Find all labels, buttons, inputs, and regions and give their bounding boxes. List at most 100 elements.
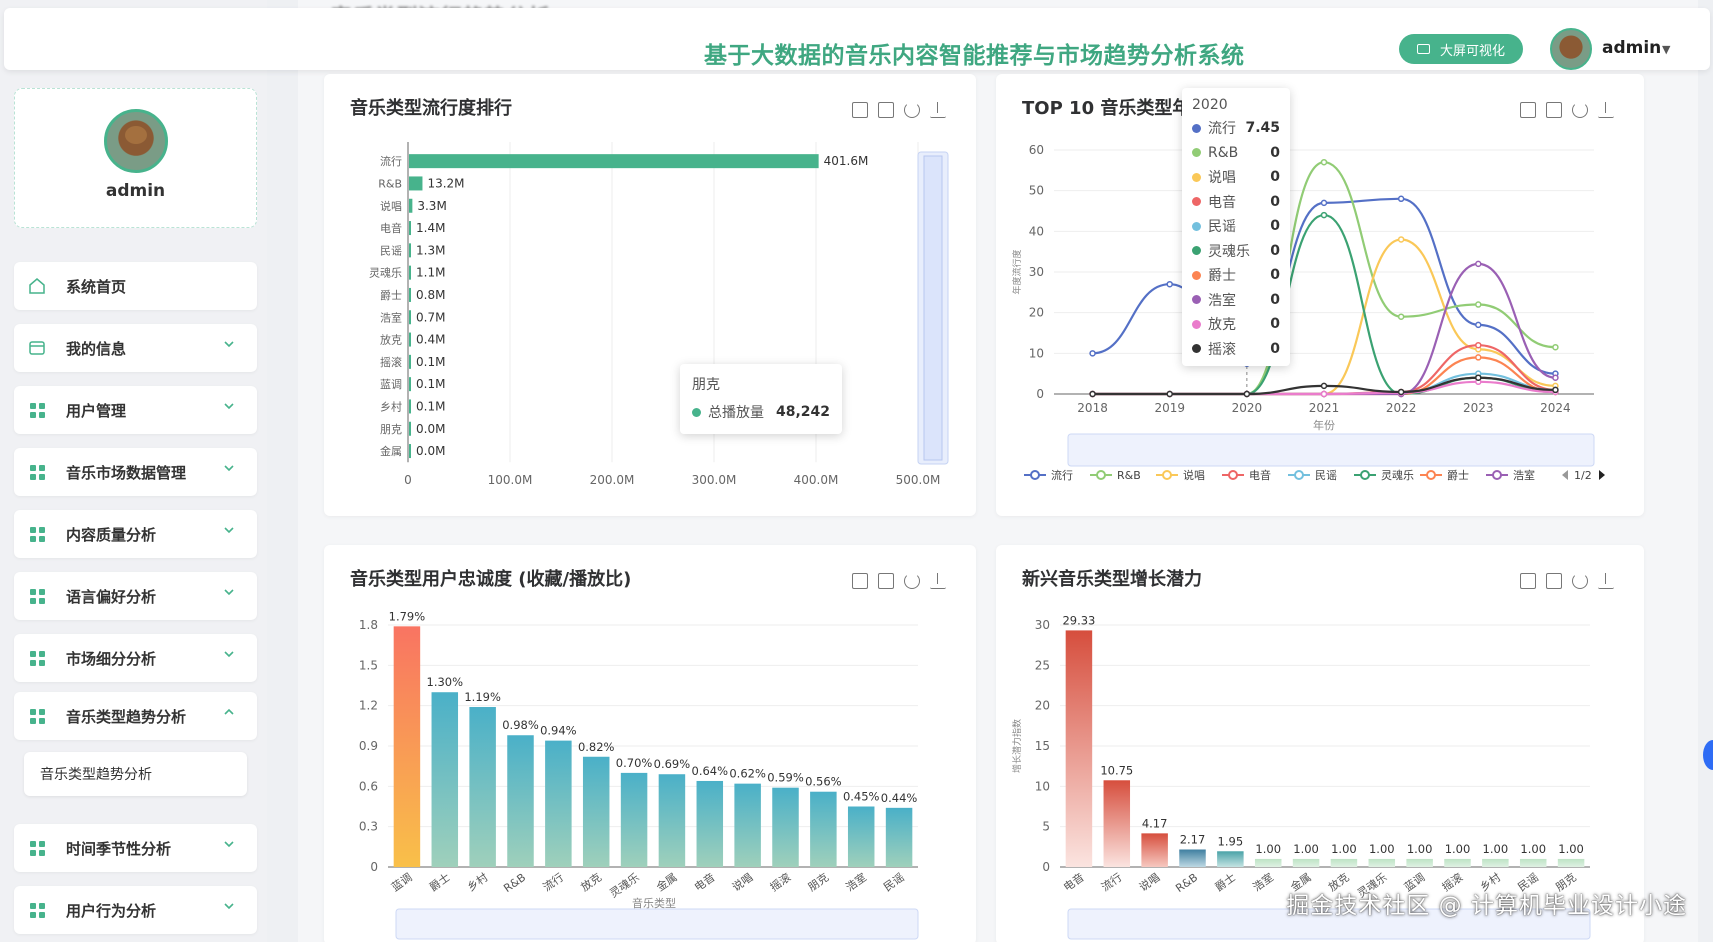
sidebar-item-6[interactable]: 市场细分分析	[14, 634, 257, 682]
data-point	[1397, 195, 1405, 203]
floating-handle[interactable]	[1703, 740, 1713, 770]
chevron-down-icon	[223, 338, 235, 353]
sidebar-item-5[interactable]: 语言偏好分析	[14, 572, 257, 620]
sidebar: admin 系统首页我的信息用户管理音乐市场数据管理 内容质量分析语言偏好分析市场…	[0, 0, 267, 942]
sidebar-item-4[interactable]: 内容质量分析	[14, 510, 257, 558]
chart-title: 音乐类型流行度排行	[350, 98, 512, 119]
tooltip-series: 总播放量	[708, 405, 764, 422]
y-tick-label: 1.2	[359, 699, 378, 713]
bar-value-label: 3.3M	[417, 199, 446, 213]
zoom-icon[interactable]	[1520, 573, 1536, 589]
legend-marker	[1360, 470, 1370, 480]
bar	[772, 787, 799, 867]
profile-card: admin	[14, 88, 257, 228]
download-icon[interactable]	[930, 573, 946, 589]
zoom-icon[interactable]	[1520, 102, 1536, 118]
zoom-reset-icon[interactable]	[878, 102, 894, 118]
bar-value-label: 1.95	[1218, 834, 1244, 848]
bar	[1557, 858, 1585, 867]
y-tick-label: 5	[1042, 820, 1050, 834]
zoom-reset-icon[interactable]	[878, 573, 894, 589]
avatar[interactable]	[103, 109, 168, 173]
sidebar-item-2[interactable]: 用户管理	[14, 386, 257, 434]
sidebar-item-9[interactable]: 用户行为分析	[14, 886, 257, 934]
bar	[1103, 780, 1131, 867]
popularity-chart[interactable]: 0 100.0M 200.0M 300.0M 400.0M 500.0M 流行 401.6M R…	[324, 74, 976, 516]
caret-down-icon[interactable]: ▼	[1662, 43, 1671, 56]
y-tick-label: 0	[1042, 860, 1050, 874]
y-tick-label: 10	[1029, 346, 1044, 360]
x-tick-label: 摇滚	[767, 870, 793, 894]
header-avatar[interactable]	[1550, 28, 1592, 70]
x-tick-label: 流行	[1098, 870, 1124, 894]
bar	[409, 310, 411, 325]
y-tick-label: 40	[1029, 224, 1044, 238]
bar	[409, 221, 411, 236]
data-point	[1475, 321, 1482, 329]
x-tick-label: 500.0M	[896, 473, 941, 487]
refresh-icon[interactable]	[1572, 573, 1588, 589]
bar	[1141, 833, 1168, 867]
tooltip-value: 0	[1270, 291, 1280, 308]
sidebar-item-8[interactable]: 时间季节性分析	[14, 824, 257, 872]
tooltip-value: 0	[1270, 267, 1280, 284]
submenu-item-genre-trend[interactable]: 音乐类型趋势分析	[24, 752, 247, 796]
bigscreen-label: 大屏可视化	[1439, 43, 1505, 59]
sidebar-item-1[interactable]: 我的信息	[14, 324, 257, 372]
download-icon[interactable]	[930, 102, 946, 118]
bar-value-label: 0.56%	[805, 775, 842, 789]
download-icon[interactable]	[1598, 573, 1614, 589]
profile-name: admin	[105, 181, 166, 201]
tooltip-series: 民谣	[1208, 219, 1236, 236]
trend-chart[interactable]: 0 10 20 30 40 50 60 2018 2019 2020 2021 2022 2023 202…	[996, 74, 1644, 516]
sidebar-item-7[interactable]: 音乐类型趋势分析	[14, 692, 257, 740]
data-point	[1475, 260, 1482, 268]
tooltip-value: 0	[1270, 193, 1280, 210]
tooltip-series: 说唱	[1208, 170, 1236, 187]
tooltip-category: 朋克	[692, 377, 720, 393]
bar	[507, 735, 534, 867]
loyalty-chart[interactable]: 0 0.3 0.6 0.9 1.2 1.5 1.8 1.79% 蓝调 1.30% 爵士 1.19% 乡村…	[324, 545, 976, 942]
y-tick-label: 朋克	[380, 423, 402, 436]
legend-marker	[1426, 470, 1436, 480]
download-icon[interactable]	[1598, 102, 1614, 118]
x-tick-label: 放克	[578, 870, 604, 894]
zoom-reset-icon[interactable]	[1546, 573, 1562, 589]
bar-value-label: 1.4M	[416, 221, 445, 235]
chart-title: 音乐类型用户忠诚度 (收藏/播放比)	[350, 569, 632, 590]
bigscreen-button[interactable]: 大屏可视化	[1399, 34, 1523, 64]
zoom-icon[interactable]	[852, 573, 868, 589]
legend-next-icon	[1599, 470, 1605, 480]
chart-toolbox	[852, 102, 946, 118]
sidebar-item-0[interactable]: 系统首页	[14, 262, 257, 310]
tooltip-value: 0	[1270, 144, 1280, 161]
tooltip-series: 放克	[1208, 317, 1236, 334]
growth-chart[interactable]: 0 5 10 15 20 25 30 29.33 电音 10.75 流行 4.17 说唱 2.17 R&B 1…	[996, 545, 1644, 942]
legend-marker	[1162, 470, 1172, 480]
refresh-icon[interactable]	[904, 573, 920, 589]
legend-dot	[1192, 246, 1201, 256]
datazoom-slider	[395, 908, 919, 940]
sidebar-item-label: 用户行为分析	[66, 901, 157, 920]
header-username[interactable]: admin	[1602, 38, 1662, 58]
chart-toolbox	[1520, 102, 1614, 118]
zoom-icon[interactable]	[852, 102, 868, 118]
bar-value-label: 1.00	[1483, 842, 1509, 856]
series-line	[1092, 161, 1556, 396]
refresh-icon[interactable]	[1572, 102, 1588, 118]
legend-dot	[692, 407, 701, 417]
x-tick-label: 电音	[691, 870, 717, 894]
sidebar-item-3[interactable]: 音乐市场数据管理	[14, 448, 257, 496]
monitor-icon	[1416, 44, 1430, 54]
x-tick-label: 朋克	[806, 871, 831, 894]
sidebar-item-label: 我的信息	[66, 339, 127, 358]
bar	[409, 265, 411, 280]
y-tick-label: 放克	[380, 333, 402, 347]
x-tick-label: 2018	[1077, 401, 1108, 415]
data-point	[1320, 390, 1328, 398]
legend-dot	[1192, 221, 1201, 231]
zoom-reset-icon[interactable]	[1546, 102, 1562, 118]
legend-marker	[1228, 470, 1238, 480]
sidebar-item-label: 语言偏好分析	[66, 587, 157, 606]
refresh-icon[interactable]	[904, 102, 920, 118]
